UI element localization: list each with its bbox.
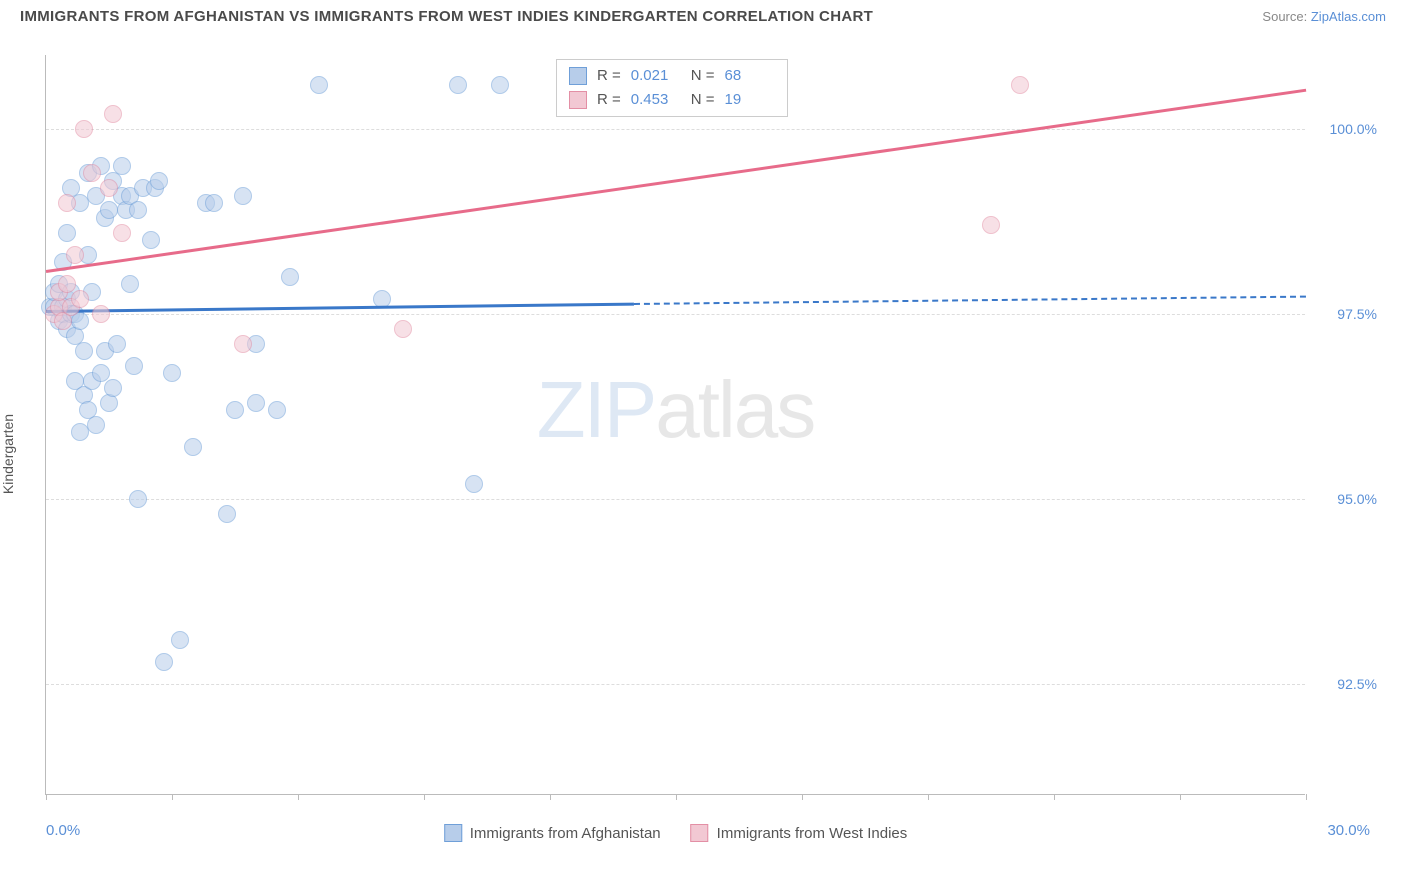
point-westindies [1011,76,1029,94]
legend-row-westindies: R = 0.453 N = 19 [569,88,775,112]
point-westindies [71,290,89,308]
x-tick [1054,794,1055,800]
source-link[interactable]: ZipAtlas.com [1311,9,1386,24]
point-afghanistan [129,490,147,508]
x-axis-min-label: 0.0% [46,822,80,839]
point-afghanistan [58,224,76,242]
point-westindies [982,216,1000,234]
correlation-legend: R = 0.021 N = 68 R = 0.453 N = 19 [556,59,788,117]
x-tick [424,794,425,800]
legend-row-afghanistan: R = 0.021 N = 68 [569,64,775,88]
point-afghanistan [163,364,181,382]
point-westindies [58,275,76,293]
point-afghanistan [155,653,173,671]
gridline [46,499,1305,500]
point-westindies [58,194,76,212]
point-afghanistan [92,364,110,382]
point-afghanistan [142,231,160,249]
x-tick [676,794,677,800]
swatch-afghanistan-icon [444,824,462,842]
point-westindies [234,335,252,353]
point-afghanistan [247,394,265,412]
point-afghanistan [104,379,122,397]
x-tick [802,794,803,800]
point-afghanistan [449,76,467,94]
point-afghanistan [150,172,168,190]
point-afghanistan [171,631,189,649]
series-legend: Immigrants from Afghanistan Immigrants f… [444,824,908,842]
point-afghanistan [113,157,131,175]
watermark: ZIPatlas [537,364,814,456]
point-westindies [113,224,131,242]
x-tick [1180,794,1181,800]
y-tick-label: 97.5% [1337,306,1377,322]
swatch-westindies-icon [691,824,709,842]
point-westindies [66,246,84,264]
point-westindies [394,320,412,338]
swatch-westindies [569,91,587,109]
point-afghanistan [108,335,126,353]
point-afghanistan [71,423,89,441]
point-westindies [92,305,110,323]
point-westindies [100,179,118,197]
y-tick-label: 100.0% [1330,121,1377,137]
point-afghanistan [465,475,483,493]
point-afghanistan [218,505,236,523]
legend-item-afghanistan: Immigrants from Afghanistan [444,824,661,842]
swatch-afghanistan [569,67,587,85]
point-afghanistan [100,201,118,219]
point-westindies [75,120,93,138]
source-label: Source: ZipAtlas.com [1262,9,1386,24]
point-afghanistan [234,187,252,205]
point-afghanistan [310,76,328,94]
x-tick [928,794,929,800]
x-tick [172,794,173,800]
point-afghanistan [184,438,202,456]
point-westindies [104,105,122,123]
legend-item-westindies: Immigrants from West Indies [691,824,908,842]
x-tick [46,794,47,800]
point-afghanistan [75,342,93,360]
point-afghanistan [491,76,509,94]
point-afghanistan [281,268,299,286]
x-tick [298,794,299,800]
x-tick [550,794,551,800]
trend-line [46,303,634,313]
y-tick-label: 92.5% [1337,676,1377,692]
point-westindies [83,164,101,182]
x-axis-max-label: 30.0% [1327,822,1370,839]
y-axis-label: Kindergarten [0,414,16,494]
point-afghanistan [129,201,147,219]
plot-area: ZIPatlas R = 0.021 N = 68 R = 0.453 N = … [45,55,1305,795]
gridline [46,684,1305,685]
trend-line [634,295,1306,304]
x-tick [1306,794,1307,800]
point-afghanistan [125,357,143,375]
chart-title: IMMIGRANTS FROM AFGHANISTAN VS IMMIGRANT… [20,8,873,25]
gridline [46,129,1305,130]
gridline [46,314,1305,315]
point-afghanistan [121,275,139,293]
y-tick-label: 95.0% [1337,491,1377,507]
point-afghanistan [226,401,244,419]
point-afghanistan [87,416,105,434]
point-afghanistan [268,401,286,419]
point-afghanistan [205,194,223,212]
